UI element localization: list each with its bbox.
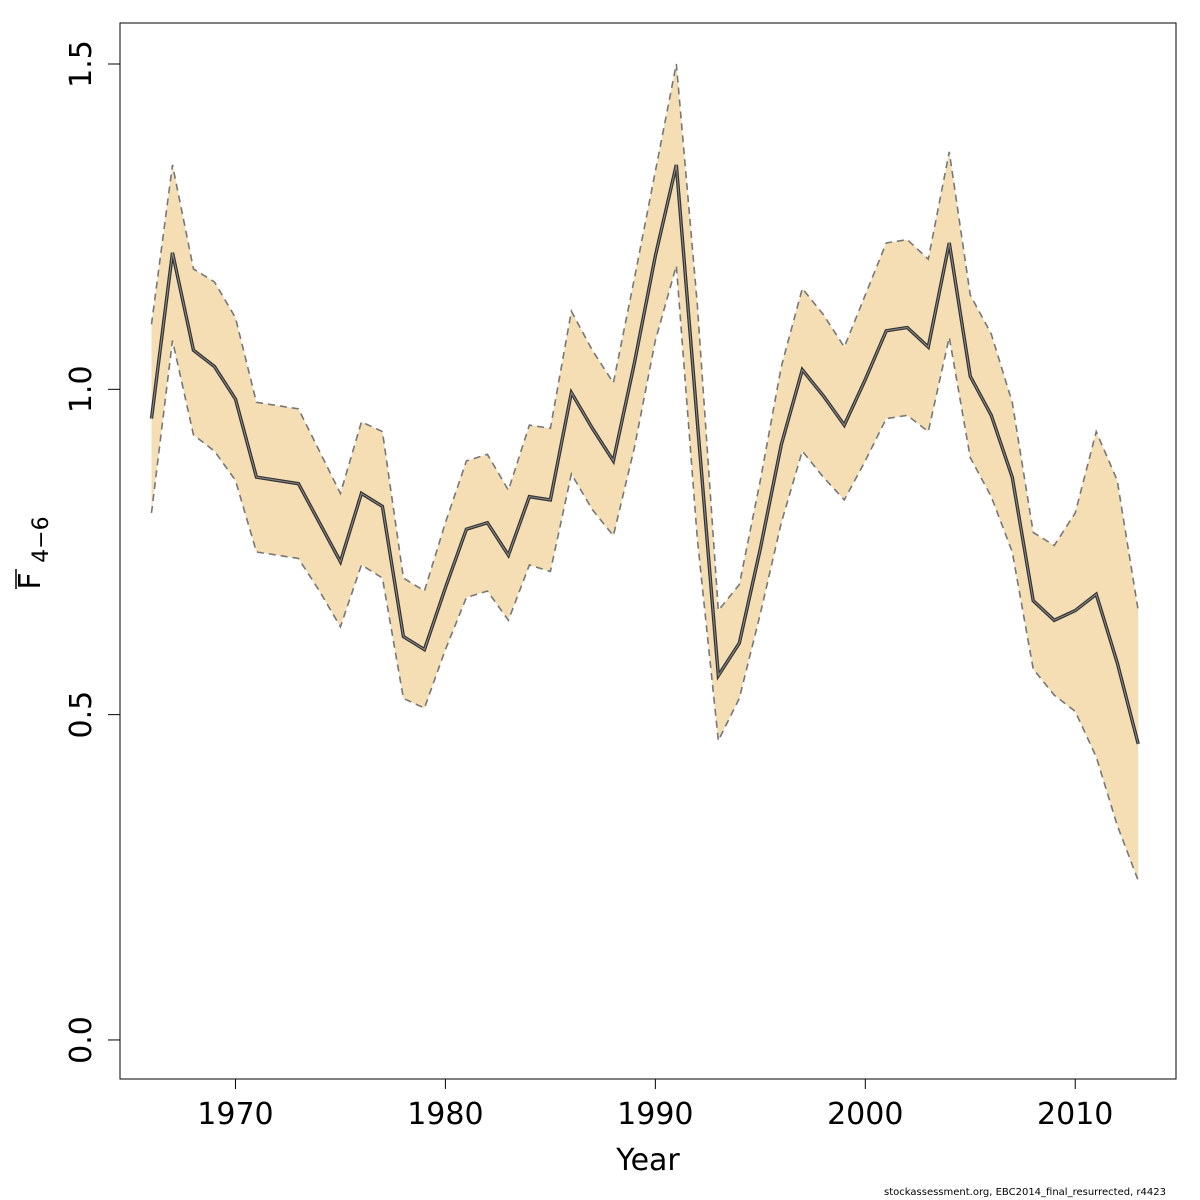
x-tick-label: 2000 (827, 1097, 903, 1132)
y-tick-label: 0.0 (64, 1016, 99, 1064)
y-axis-title-main: F (13, 572, 48, 589)
x-axis: 1970 1980 1990 2000 2010 (197, 1079, 1113, 1132)
footer-note: stockassessment.org, EBC2014_final_resur… (884, 1187, 1166, 1198)
y-axis-title-subscript: 4−6 (29, 516, 54, 562)
y-tick-label: 1.5 (64, 40, 99, 88)
x-tick-label: 1990 (617, 1097, 693, 1132)
x-tick-label: 2010 (1037, 1097, 1113, 1132)
lower-bound-line (150, 265, 1139, 881)
y-tick-label: 1.0 (64, 365, 99, 413)
estimate-line-highlight (150, 164, 1139, 745)
confidence-band (151, 63, 1139, 881)
y-axis: 0.0 0.5 1.0 1.5 (64, 40, 120, 1064)
x-tick-label: 1980 (407, 1097, 483, 1132)
confidence-band-layer (151, 63, 1139, 881)
x-tick-label: 1970 (197, 1097, 273, 1132)
svg-text:F 4−6: F 4−6 (13, 516, 54, 589)
y-axis-title: F 4−6 (13, 516, 54, 589)
estimate-line-layer (149, 164, 1140, 745)
upper-bound-line (150, 63, 1140, 613)
x-axis-title: Year (615, 1143, 680, 1178)
confidence-bounds-layer (150, 63, 1140, 881)
y-tick-label: 0.5 (64, 691, 99, 739)
plot-frame (119, 22, 1177, 1080)
